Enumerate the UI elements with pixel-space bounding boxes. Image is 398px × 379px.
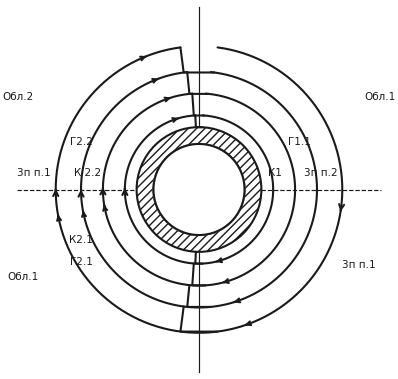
Text: Обл.1: Обл.1 [364, 92, 396, 102]
Text: 3п п.1: 3п п.1 [342, 260, 376, 270]
Text: К2.1: К2.1 [69, 235, 93, 245]
Text: К 2.2: К 2.2 [74, 168, 101, 178]
Text: Г2.1: Г2.1 [70, 257, 93, 267]
Text: 3п п.2: 3п п.2 [304, 168, 337, 178]
Text: 3п п.1: 3п п.1 [17, 168, 51, 178]
Text: Обл.1: Обл.1 [8, 272, 39, 282]
Text: Г1.1: Г1.1 [288, 137, 311, 147]
Text: К1: К1 [268, 168, 282, 178]
Text: Г2.2: Г2.2 [70, 137, 93, 147]
Circle shape [137, 127, 261, 252]
Text: Обл.2: Обл.2 [2, 92, 34, 102]
Circle shape [154, 144, 244, 235]
